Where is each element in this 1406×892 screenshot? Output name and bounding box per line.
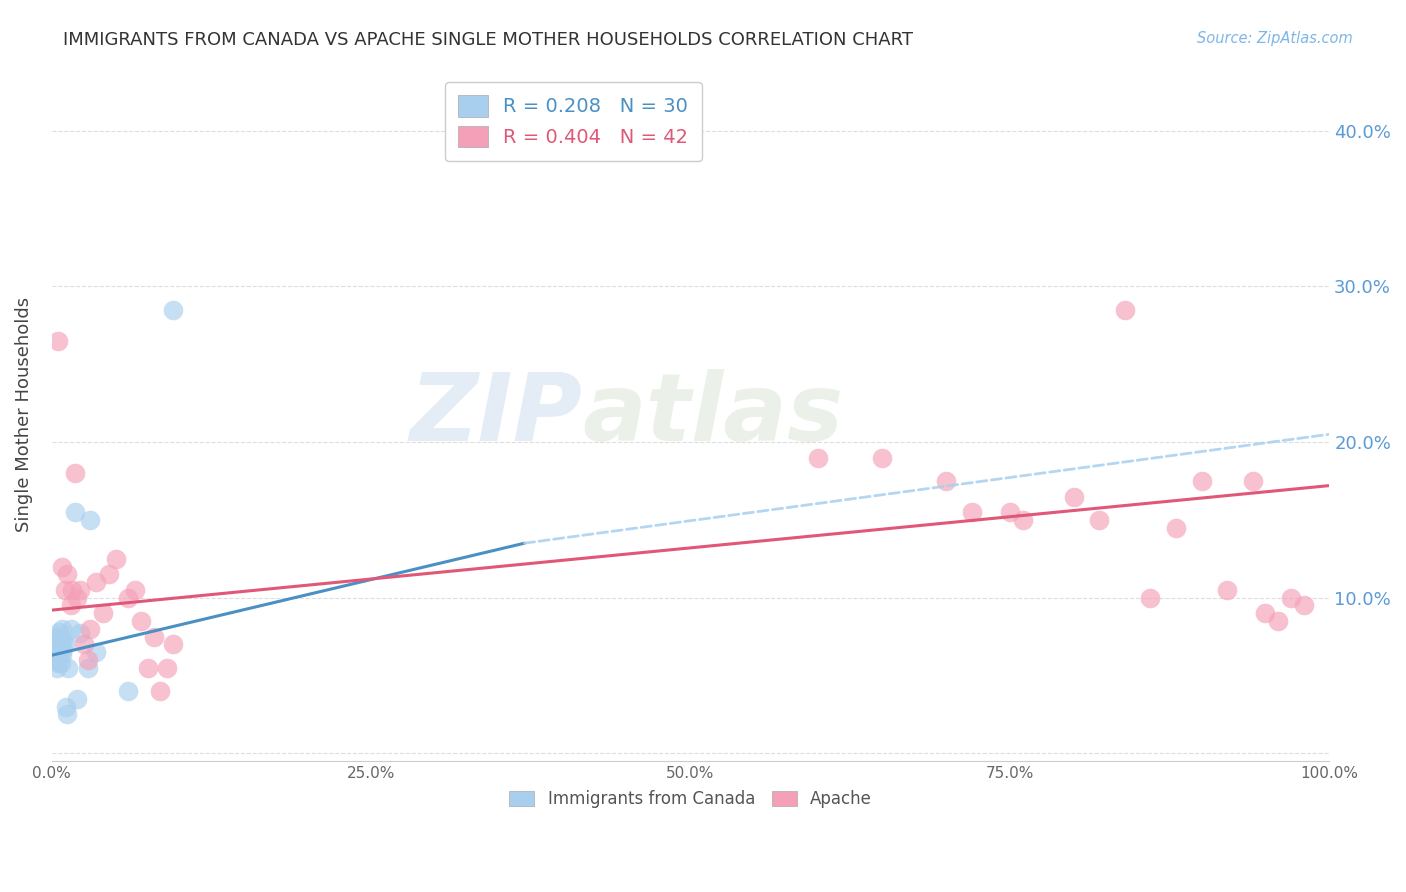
Point [45, 630, 67, 644]
Point [66, 691, 89, 706]
Point [162, 637, 184, 651]
Point [59, 599, 82, 613]
Point [79, 622, 101, 636]
Point [1011, 513, 1033, 527]
Point [86, 575, 108, 590]
Y-axis label: Single Mother Households: Single Mother Households [15, 297, 32, 533]
Point [49, 632, 72, 647]
Point [45, 649, 67, 664]
Point [104, 551, 127, 566]
Point [91, 606, 114, 620]
Point [46, 334, 69, 348]
Point [51, 622, 73, 636]
Point [52, 642, 75, 657]
Point [1164, 521, 1187, 535]
Point [1063, 490, 1085, 504]
Point [49, 656, 72, 670]
Point [46, 634, 69, 648]
Point [53, 582, 76, 597]
Point [59, 622, 82, 636]
Point [1216, 582, 1239, 597]
Point [76, 661, 98, 675]
Legend: Immigrants from Canada, Apache: Immigrants from Canada, Apache [502, 784, 879, 815]
Point [1241, 474, 1264, 488]
Point [1088, 513, 1111, 527]
Point [124, 582, 146, 597]
Point [63, 466, 86, 480]
Point [53, 637, 76, 651]
Point [86, 645, 108, 659]
Point [51, 559, 73, 574]
Point [66, 591, 89, 605]
Point [1191, 474, 1213, 488]
Text: Source: ZipAtlas.com: Source: ZipAtlas.com [1197, 31, 1353, 46]
Point [48, 624, 70, 639]
Point [960, 505, 983, 519]
Point [58, 661, 80, 675]
Point [117, 684, 139, 698]
Point [48, 648, 70, 663]
Point [52, 632, 75, 647]
Point [55, 699, 77, 714]
Point [870, 450, 893, 465]
Point [44, 653, 66, 667]
Point [998, 505, 1021, 519]
Point [1114, 302, 1136, 317]
Point [1279, 591, 1302, 605]
Point [79, 513, 101, 527]
Point [142, 630, 165, 644]
Point [46, 656, 69, 670]
Point [60, 582, 83, 597]
Point [51, 648, 73, 663]
Point [69, 626, 91, 640]
Point [149, 684, 172, 698]
Point [129, 614, 152, 628]
Point [1267, 614, 1289, 628]
Point [935, 474, 957, 488]
Text: atlas: atlas [582, 368, 844, 461]
Point [56, 567, 79, 582]
Point [136, 661, 159, 675]
Point [807, 450, 830, 465]
Point [42, 645, 65, 659]
Point [156, 661, 179, 675]
Point [69, 582, 91, 597]
Point [45, 640, 67, 655]
Text: IMMIGRANTS FROM CANADA VS APACHE SINGLE MOTHER HOUSEHOLDS CORRELATION CHART: IMMIGRANTS FROM CANADA VS APACHE SINGLE … [63, 31, 914, 49]
Point [162, 302, 184, 317]
Text: ZIP: ZIP [409, 368, 582, 461]
Point [117, 591, 139, 605]
Point [63, 505, 86, 519]
Point [76, 653, 98, 667]
Point [98, 567, 121, 582]
Point [1254, 606, 1277, 620]
Point [73, 637, 96, 651]
Point [45, 661, 67, 675]
Point [1139, 591, 1161, 605]
Point [1292, 599, 1315, 613]
Point [56, 707, 79, 722]
Point [44, 637, 66, 651]
